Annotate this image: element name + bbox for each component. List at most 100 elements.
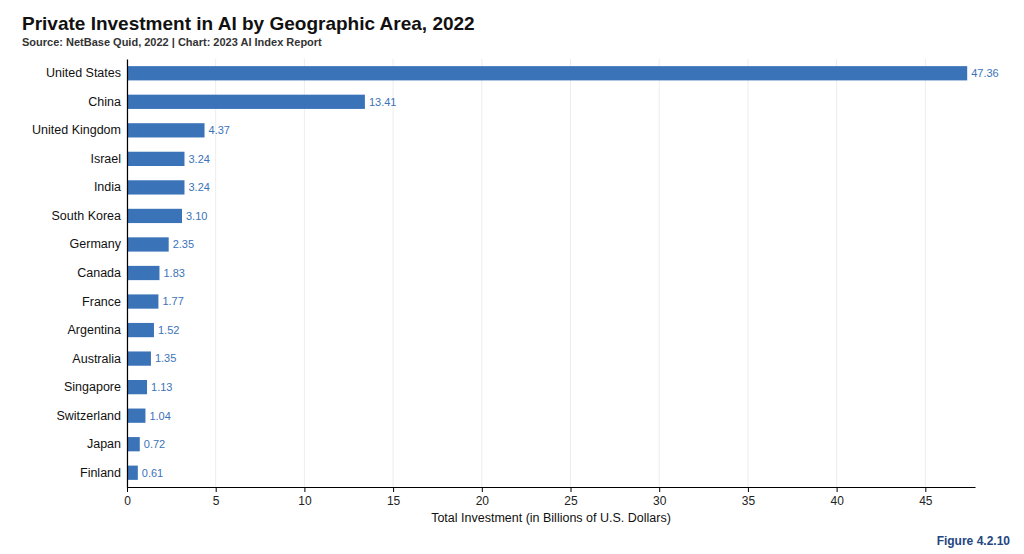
tick: 15 — [387, 487, 401, 508]
data-label: 3.24 — [188, 181, 209, 193]
tick: Australia — [72, 352, 127, 366]
tick-label: Switzerland — [56, 409, 121, 423]
tick-label: 30 — [653, 494, 667, 508]
tick: Finland — [80, 466, 127, 480]
data-label: 4.37 — [209, 124, 230, 136]
data-label: 1.04 — [149, 410, 170, 422]
tick-mark — [748, 487, 749, 492]
annotation: Figure 4.2.10 — [937, 534, 1011, 548]
tick-mark — [393, 487, 394, 492]
tick-mark — [659, 487, 660, 492]
tick-label: 45 — [919, 494, 933, 508]
tick-label: Singapore — [64, 380, 121, 394]
data-labels: 47.3613.414.373.243.243.102.351.831.771.… — [142, 67, 999, 478]
tick: 30 — [653, 487, 667, 508]
tick-mark — [127, 487, 128, 492]
bar — [127, 323, 154, 337]
tick-label: 10 — [298, 494, 312, 508]
tick-label: 25 — [564, 494, 578, 508]
data-label: 1.35 — [155, 352, 176, 364]
tick-label: India — [94, 180, 121, 194]
tick-label: United Kingdom — [32, 123, 121, 137]
bar — [127, 351, 151, 365]
tick: China — [88, 95, 127, 109]
y-axis: United States China United Kingdom Israel In… — [32, 60, 127, 488]
data-label: 3.10 — [186, 210, 207, 222]
bar — [127, 466, 138, 480]
grid — [127, 59, 925, 487]
data-label: 0.72 — [144, 438, 165, 450]
bar — [127, 266, 159, 280]
tick-label: Canada — [77, 266, 121, 280]
tick-label: Israel — [90, 152, 121, 166]
grid-line — [481, 59, 482, 487]
grid-line — [836, 59, 837, 487]
grid-line — [393, 59, 394, 487]
tick: France — [82, 295, 127, 309]
tick-label: Argentina — [67, 323, 121, 337]
tick-label: Japan — [87, 437, 121, 451]
background — [0, 0, 1024, 554]
data-label: 1.13 — [151, 381, 172, 393]
tick: 45 — [919, 487, 933, 508]
tick: India — [94, 180, 127, 194]
tick: Germany — [70, 237, 127, 251]
tick: Argentina — [67, 323, 127, 337]
tick-label: France — [82, 295, 121, 309]
tick: 0 — [124, 487, 131, 508]
axis-line — [128, 487, 976, 488]
data-label: 47.36 — [971, 67, 999, 79]
data-label: 13.41 — [369, 96, 397, 108]
grid-line — [570, 59, 571, 487]
bar — [127, 95, 365, 109]
data-label: 1.77 — [162, 295, 183, 307]
data-label: 2.35 — [173, 238, 194, 250]
tick-label: 5 — [213, 494, 220, 508]
tick-label: Germany — [70, 237, 122, 251]
tick-mark — [482, 487, 483, 492]
tick-label: 35 — [742, 494, 756, 508]
tick: 35 — [742, 487, 756, 508]
tick-mark — [925, 487, 926, 492]
bars — [127, 66, 967, 480]
tick: 40 — [830, 487, 844, 508]
tick-label: 15 — [387, 494, 401, 508]
tick: 5 — [213, 487, 220, 508]
tick: Singapore — [64, 380, 127, 394]
tick-label: Finland — [80, 466, 121, 480]
bar — [127, 380, 147, 394]
chart: Private Investment in AI by Geographic A… — [0, 0, 1024, 554]
bar — [127, 123, 205, 137]
data-label: 0.61 — [142, 467, 163, 479]
tick-mark — [571, 487, 572, 492]
tick: United Kingdom — [32, 123, 127, 137]
bar — [127, 209, 182, 223]
axis-line — [127, 60, 128, 488]
bar — [127, 66, 967, 80]
tick-mark — [304, 487, 305, 492]
grid-line — [127, 59, 128, 487]
tick: 10 — [298, 487, 312, 508]
bar — [127, 409, 145, 423]
tick: 20 — [476, 487, 490, 508]
grid-line — [925, 59, 926, 487]
bar — [127, 294, 158, 308]
data-label: 1.52 — [158, 324, 179, 336]
tick-label: 20 — [476, 494, 490, 508]
tick-label: United States — [46, 66, 121, 80]
grid-line — [659, 59, 660, 487]
grid-line — [304, 59, 305, 487]
tick: United States — [46, 66, 127, 80]
grid-line — [747, 59, 748, 487]
bar — [127, 152, 184, 166]
bar — [127, 437, 140, 451]
tick-label: South Korea — [52, 209, 122, 223]
tick: Switzerland — [56, 409, 127, 423]
tick-mark — [216, 487, 217, 492]
tick: Japan — [87, 437, 127, 451]
x-axis-title: Total Investment (in Billions of U.S. Do… — [431, 511, 671, 525]
x-axis: 0 5 10 15 20 25 30 35 40 45 — [124, 487, 975, 508]
tick-label: Australia — [72, 352, 121, 366]
data-label: 1.83 — [163, 267, 184, 279]
tick-label: 0 — [124, 494, 131, 508]
